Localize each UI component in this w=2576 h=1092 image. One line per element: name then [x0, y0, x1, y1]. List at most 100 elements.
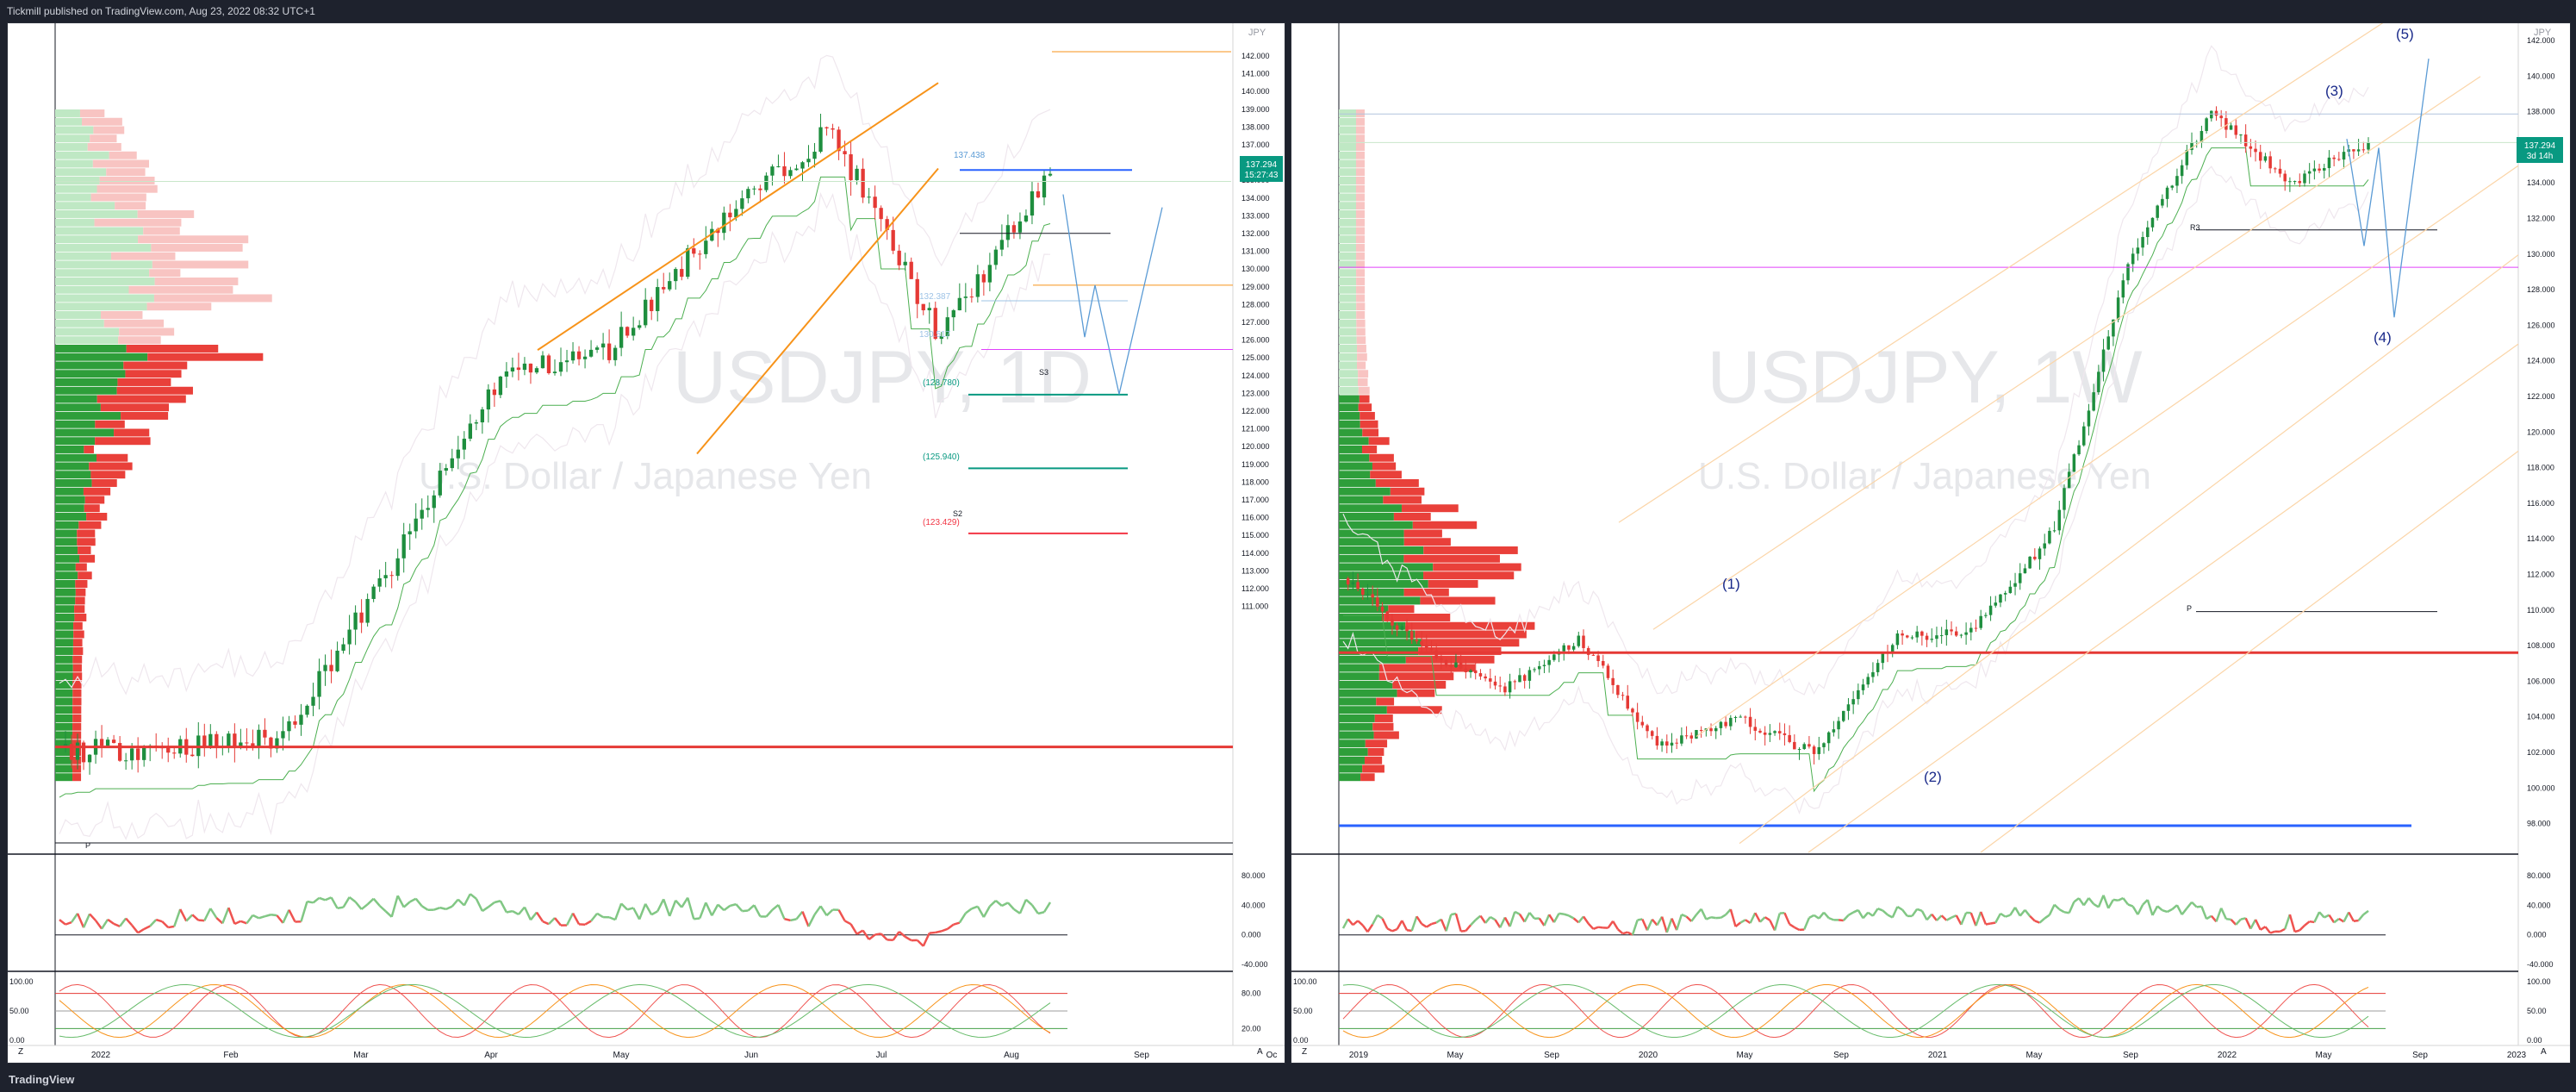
- osc1-line: [2097, 895, 2105, 908]
- osc1-line: [2146, 899, 2154, 916]
- candle-body: [644, 299, 648, 326]
- volume-profile-bar: [1433, 563, 1521, 571]
- volume-profile-bar: [1356, 260, 1366, 269]
- candle-body: [299, 714, 303, 725]
- volume-profile-bar: [1339, 412, 1360, 420]
- chart-daily-svg[interactable]: USDJPY, 1D U.S. Dollar / Japanese Yen JP…: [8, 23, 1285, 1063]
- candle-body: [1680, 735, 1683, 744]
- osc1-line: [445, 905, 453, 911]
- osc1-line: [70, 913, 79, 923]
- osc1-line: [1528, 912, 1536, 920]
- volume-profile-bar: [55, 773, 73, 782]
- candle-body: [2263, 156, 2268, 161]
- corner-right[interactable]: A: [1257, 1047, 1263, 1057]
- volume-profile-bar: [55, 143, 88, 151]
- candle-body: [498, 376, 503, 396]
- volume-profile-bar: [55, 605, 75, 614]
- price-badge: 137.294: [2524, 141, 2556, 151]
- osc1-line: [1896, 905, 1903, 911]
- osc1-line: [457, 898, 465, 907]
- volume-profile-bar: [72, 722, 82, 731]
- volume-profile-bar: [72, 773, 82, 782]
- osc1-line: [2294, 929, 2300, 933]
- volume-profile-bar: [55, 580, 76, 588]
- candle-body: [692, 248, 696, 254]
- candle-body: [1969, 627, 1973, 633]
- osc1-line: [1877, 908, 1883, 912]
- corner-left[interactable]: Z: [18, 1047, 23, 1057]
- volume-profile-bar: [1357, 353, 1367, 361]
- osc1-line: [995, 899, 1003, 907]
- candle-body: [2239, 134, 2243, 136]
- osc1-line: [119, 917, 128, 927]
- time-tick: Mar: [353, 1051, 369, 1060]
- osc1-line: [2151, 905, 2159, 916]
- volume-profile-bar: [84, 504, 100, 513]
- time-tick: Apr: [484, 1051, 498, 1060]
- candle-body: [2161, 198, 2164, 206]
- candle-body: [2023, 568, 2027, 574]
- osc1-line: [1490, 915, 1496, 921]
- osc2-left-tick: 50.00: [9, 1007, 29, 1015]
- candle-body: [1400, 626, 1404, 630]
- volume-profile-bar: [55, 126, 94, 134]
- volume-profile-bar: [1339, 336, 1357, 345]
- osc1-line: [1975, 911, 1982, 927]
- chart-pane-daily[interactable]: USDJPY, 1D U.S. Dollar / Japanese Yen JP…: [7, 22, 1285, 1064]
- candle-body: [1048, 173, 1053, 176]
- candle-body: [1925, 635, 1929, 640]
- volume-profile-bar: [1356, 227, 1366, 235]
- candle-body: [444, 468, 448, 471]
- osc1-line: [554, 917, 562, 927]
- candle-body: [227, 733, 231, 747]
- price-tick: 110.000: [2527, 606, 2554, 615]
- candle-body: [1454, 662, 1458, 668]
- osc1-line: [1651, 918, 1658, 927]
- candle-body: [1999, 594, 2002, 603]
- volume-profile-bar: [78, 521, 102, 529]
- volume-profile-bar: [106, 168, 146, 177]
- osc1-line: [1361, 924, 1369, 933]
- candle-body: [728, 212, 732, 218]
- osc1-line: [1734, 921, 1741, 927]
- candle-body: [341, 644, 345, 651]
- osc1-line: [1460, 929, 1466, 933]
- osc1-line: [319, 896, 326, 902]
- osc1-line: [384, 910, 393, 918]
- osc1-line: [2175, 904, 2183, 915]
- osc1-line: [1681, 913, 1688, 918]
- chart-pane-weekly[interactable]: USDJPY, 1W U.S. Dollar / Japanese Yen JP…: [1291, 22, 2571, 1064]
- corner-right[interactable]: A: [2541, 1047, 2547, 1057]
- candle-body: [2318, 168, 2321, 171]
- volume-profile-bar: [79, 109, 105, 117]
- volume-profile-bar: [1339, 529, 1404, 538]
- candle-body: [2224, 118, 2228, 130]
- osc1-line: [1366, 923, 1374, 933]
- chart-weekly-svg[interactable]: USDJPY, 1W U.S. Dollar / Japanese Yen JP…: [1291, 23, 2570, 1063]
- volume-profile-bar: [1339, 328, 1357, 336]
- volume-profile-bar: [1339, 269, 1357, 278]
- price-tick: 125.000: [1241, 353, 1270, 362]
- osc1-line: [2082, 897, 2090, 907]
- osc1-line: [1548, 914, 1555, 923]
- volume-profile-bar: [1339, 235, 1357, 244]
- osc1-line: [240, 920, 247, 925]
- candle-body: [722, 212, 726, 234]
- osc1-line: [1391, 927, 1398, 933]
- tradingview-logo[interactable]: TradingView: [9, 1073, 75, 1086]
- osc1-line: [843, 920, 852, 926]
- osc2-left-tick: 100.00: [9, 977, 34, 986]
- volume-profile-bar: [1339, 630, 1416, 639]
- candle-body: [969, 296, 974, 298]
- osc1-line: [2264, 926, 2272, 934]
- osc1-line: [342, 896, 351, 908]
- time-tick: Feb: [223, 1051, 239, 1060]
- candle-body: [2063, 488, 2066, 510]
- candle-body: [281, 731, 285, 739]
- corner-left[interactable]: Z: [1302, 1047, 1307, 1057]
- candle-body: [1817, 746, 1821, 754]
- osc1-line: [2034, 920, 2040, 924]
- candle-body: [921, 303, 925, 311]
- volume-profile-bar: [1339, 580, 1428, 588]
- candle-body: [359, 612, 364, 623]
